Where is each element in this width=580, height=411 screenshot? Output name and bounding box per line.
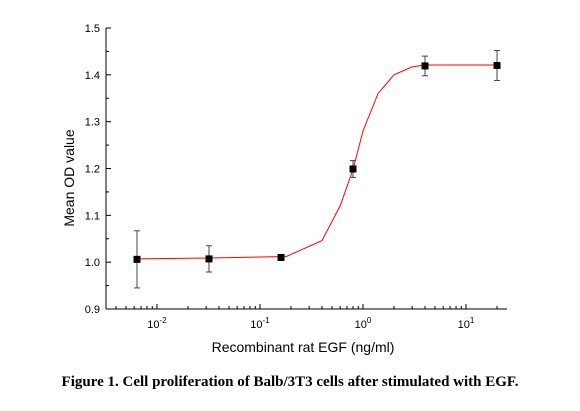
- fit-curve-group: [136, 64, 497, 260]
- data-points-group: [133, 49, 501, 289]
- chart-plot: 0.9 1.0 1.1 1.2 1.3 1.4 1.5 10-2 10-1 100 101 Reco…: [61, 23, 507, 355]
- fit-curve: [136, 64, 497, 260]
- x-tick-label: 101: [458, 316, 475, 331]
- y-tick-label: 1.0: [85, 257, 100, 269]
- y-tick-label: 1.5: [85, 23, 100, 35]
- x-tick-label: 100: [355, 316, 372, 331]
- data-point: [205, 255, 213, 263]
- data-point: [493, 61, 501, 69]
- y-axis-label: Mean OD value: [61, 129, 77, 226]
- data-point: [421, 62, 429, 70]
- y-tick-label: 0.9: [85, 304, 100, 316]
- y-tick-label: 1.1: [85, 210, 100, 222]
- x-tick-label: 10-2: [147, 316, 167, 331]
- x-axis-label: Recombinant rat EGF (ng/ml): [212, 339, 395, 355]
- data-point: [349, 165, 357, 173]
- x-tick-label: 10-1: [250, 316, 270, 331]
- y-tick-label: 1.3: [85, 117, 100, 129]
- data-point: [133, 255, 141, 263]
- y-tick-label: 1.2: [85, 164, 100, 176]
- figure-caption: Figure 1. Cell proliferation of Balb/3T3…: [61, 374, 519, 390]
- y-tick-label: 1.4: [85, 70, 100, 82]
- axes: 0.9 1.0 1.1 1.2 1.3 1.4 1.5 10-2 10-1 100 101: [85, 23, 507, 331]
- data-point: [277, 253, 285, 261]
